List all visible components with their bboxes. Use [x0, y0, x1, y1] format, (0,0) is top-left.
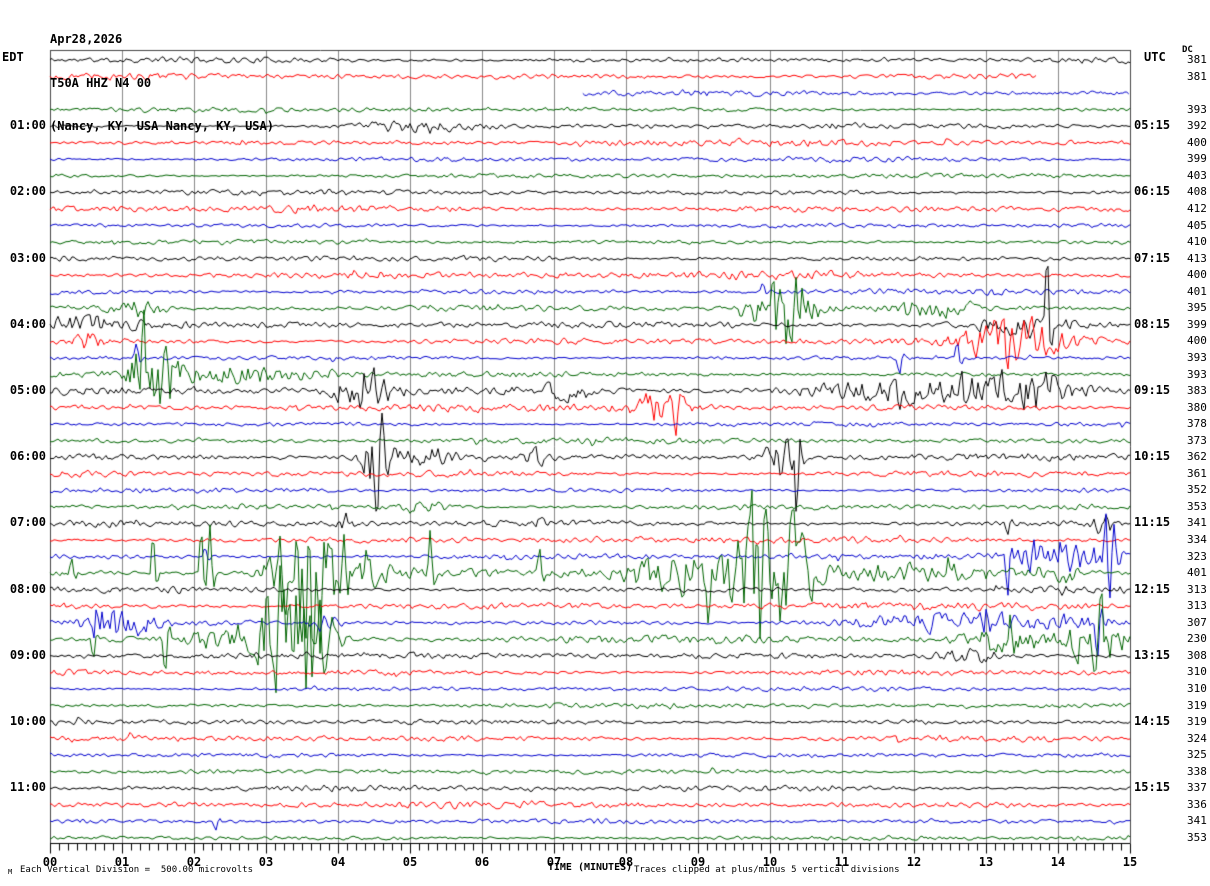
dc-offset-value: 399 — [1187, 317, 1207, 331]
dc-offset-value: 400 — [1187, 135, 1207, 149]
edt-time-label: 03:00 — [9, 250, 46, 265]
x-axis-tick-label: 14 — [1050, 855, 1066, 869]
dc-offset-value: 383 — [1187, 384, 1207, 398]
dc-column-label: DC — [1182, 45, 1193, 55]
dc-offset-value: 400 — [1187, 268, 1207, 282]
title-station: T50A HHZ N4 00 — [50, 75, 152, 90]
dc-offset-value: 403 — [1187, 168, 1207, 182]
dc-offset-value: 361 — [1187, 466, 1207, 480]
dc-offset-value: 373 — [1187, 433, 1207, 447]
x-axis-tick-label: 00 — [42, 855, 58, 869]
dc-offset-value: 334 — [1187, 533, 1207, 547]
dc-offset-value: 413 — [1187, 251, 1207, 265]
x-axis-tick-label: 06 — [474, 855, 490, 869]
x-axis-tick-label: 07 — [546, 855, 562, 869]
dc-offset-value: 319 — [1187, 715, 1207, 729]
dc-offset-value: 324 — [1187, 731, 1207, 745]
edt-time-label: 04:00 — [9, 316, 46, 331]
x-axis-tick-label: 15 — [1122, 855, 1138, 869]
dc-offset-value: 380 — [1187, 400, 1207, 414]
dc-offset-value: 401 — [1187, 566, 1207, 580]
dc-offset-value: 325 — [1187, 748, 1207, 762]
x-axis-tick-label: 03 — [258, 855, 274, 869]
x-axis-tick-label: 12 — [906, 855, 922, 869]
dc-offset-value: 313 — [1187, 599, 1207, 613]
dc-offset-value: 230 — [1187, 632, 1207, 646]
x-axis-tick-label: 04 — [330, 855, 346, 869]
left-timezone-label: EDT — [2, 50, 24, 64]
dc-offset-value: 313 — [1187, 582, 1207, 596]
dc-offset-value: 341 — [1187, 814, 1207, 828]
plot-title: Apr28,2026 T50A HHZ N4 00 (Nancy, KY, US… — [50, 3, 274, 163]
dc-offset-value: 395 — [1187, 301, 1207, 315]
dc-offset-value: 408 — [1187, 185, 1207, 199]
dc-offset-value: 323 — [1187, 549, 1207, 563]
edt-time-label: 10:00 — [9, 714, 46, 729]
unit-mark: M — [8, 868, 13, 876]
x-axis-tick-label: 05 — [402, 855, 418, 869]
right-timezone-label: UTC — [1144, 50, 1166, 64]
dc-offset-value: 319 — [1187, 698, 1207, 712]
utc-time-label: 07:15 — [1134, 250, 1171, 265]
edt-time-label: 06:00 — [9, 449, 46, 464]
dc-offset-value: 400 — [1187, 334, 1207, 348]
edt-time-label: 05:00 — [9, 383, 46, 398]
x-axis-tick-label: 08 — [618, 855, 634, 869]
edt-time-label: 02:00 — [9, 184, 46, 199]
utc-time-label: 11:15 — [1134, 515, 1171, 530]
x-axis-tick-label: 10 — [762, 855, 778, 869]
dc-offset-value: 378 — [1187, 417, 1207, 431]
dc-offset-value: 337 — [1187, 781, 1207, 795]
utc-time-label: 13:15 — [1134, 647, 1171, 662]
dc-offset-value: 393 — [1187, 102, 1207, 116]
dc-offset-value: 381 — [1187, 53, 1207, 66]
dc-offset-value: 401 — [1187, 284, 1207, 298]
edt-time-label: 07:00 — [9, 515, 46, 530]
dc-offset-value: 352 — [1187, 483, 1207, 497]
utc-time-label: 06:15 — [1134, 184, 1171, 199]
edt-time-label: 01:00 — [9, 118, 46, 133]
edt-time-label: 08:00 — [9, 581, 46, 596]
utc-time-label: 10:15 — [1134, 449, 1171, 464]
footer-clip-note: Traces clipped at plus/minus 5 vertical … — [634, 865, 900, 875]
dc-offset-value: 341 — [1187, 516, 1207, 530]
dc-offset-value: 307 — [1187, 615, 1207, 629]
title-date: Apr28,2026 — [50, 32, 123, 46]
utc-time-label: 08:15 — [1134, 316, 1171, 331]
edt-time-label: 11:00 — [9, 780, 46, 795]
x-axis-tick-label: 01 — [114, 855, 130, 869]
dc-offset-value: 362 — [1187, 450, 1207, 464]
x-axis-title: TIME (MINUTES) — [547, 862, 633, 873]
title-location: (Nancy, KY, USA Nancy, KY, USA) — [50, 119, 274, 133]
footer-division-note: Each Vertical Division = 500.00 microvol… — [20, 865, 253, 875]
x-axis-tick-label: 02 — [186, 855, 202, 869]
utc-time-label: 12:15 — [1134, 581, 1171, 596]
dc-offset-value: 410 — [1187, 235, 1207, 249]
x-axis-tick-label: 13 — [978, 855, 994, 869]
dc-offset-value: 310 — [1187, 682, 1207, 695]
utc-time-label: 09:15 — [1134, 383, 1171, 398]
dc-offset-value: 392 — [1187, 119, 1207, 133]
dc-offset-value: 336 — [1187, 797, 1207, 811]
dc-offset-value: 412 — [1187, 201, 1207, 215]
dc-offset-value: 381 — [1187, 69, 1207, 83]
dc-offset-value: 393 — [1187, 367, 1207, 381]
dc-offset-value: 353 — [1187, 830, 1207, 844]
dc-offset-value: 353 — [1187, 499, 1207, 513]
utc-time-label: 14:15 — [1134, 714, 1171, 729]
dc-offset-value: 308 — [1187, 648, 1207, 662]
x-axis-tick-label: 09 — [690, 855, 706, 869]
utc-time-label: 05:15 — [1134, 118, 1171, 133]
dc-offset-value: 393 — [1187, 350, 1207, 364]
edt-time-label: 09:00 — [9, 647, 46, 662]
dc-offset-value: 405 — [1187, 218, 1207, 232]
utc-time-label: 15:15 — [1134, 780, 1171, 795]
x-axis-tick-label: 11 — [834, 855, 850, 869]
dc-offset-value: 310 — [1187, 665, 1207, 679]
dc-offset-value: 399 — [1187, 152, 1207, 166]
dc-offset-value: 338 — [1187, 764, 1207, 778]
